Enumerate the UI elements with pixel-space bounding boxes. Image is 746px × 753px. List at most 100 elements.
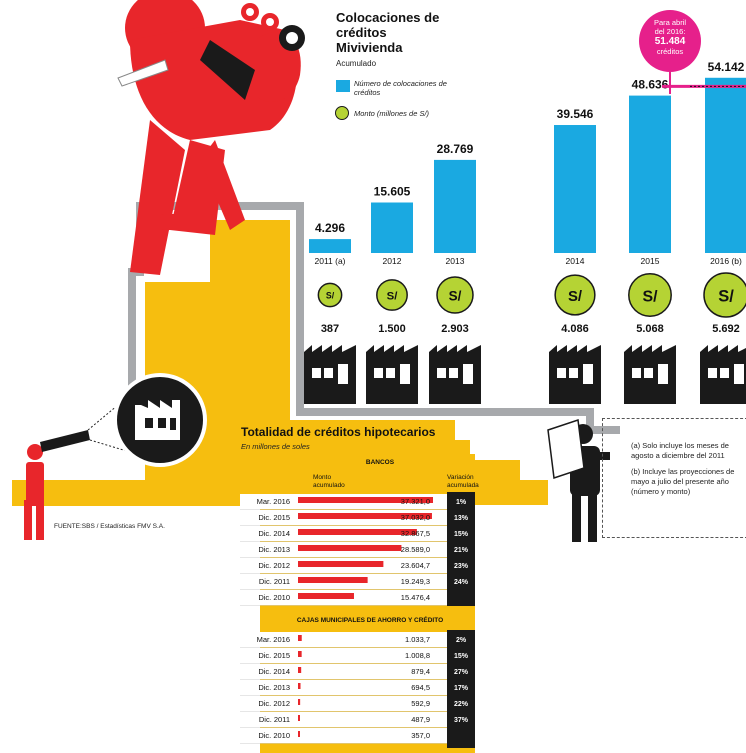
col-amount-header: Monto [313,474,331,481]
chart-subtitle: Acumulado [336,59,377,68]
factory-window [170,418,176,430]
row-variation: 23% [454,563,469,570]
row-period: Dic. 2015 [258,651,290,660]
year-label: 2014 [566,256,585,266]
source-text: FUENTE:SBS / Estadísticas FMV S.A. [54,523,165,530]
group-title: BANCOS [366,459,395,466]
house-window [374,368,383,378]
amount-bar [298,529,417,535]
house-door [400,364,410,384]
telescope-icon [40,430,90,452]
red-man-paper [117,59,169,87]
var-column-bg [447,492,475,606]
year-label: 2016 (b) [710,256,742,266]
house-door [734,364,744,384]
row-variation: 37% [454,717,469,724]
coin-symbol: S/ [568,289,582,305]
amount-bar [298,577,368,583]
count-label: 54.142 [708,60,745,74]
row-variation: 2% [456,637,467,644]
row-variation: 21% [454,547,469,554]
row-variation: 15% [454,531,469,538]
legend-amount-swatch [335,106,349,120]
amount-bar [298,699,301,705]
row-amount: 592,9 [411,699,430,708]
count-bar [705,77,746,254]
binoculars-icon [241,3,305,51]
var-column-bg [447,630,475,748]
red-man-figure [125,0,301,275]
small-red-person [24,444,44,540]
table-row [240,648,447,663]
amount-bar [298,593,354,599]
amount-coin [703,272,746,318]
callout-stem [669,72,671,94]
amount-label: 5.068 [636,323,664,335]
amount-bar [298,513,432,519]
row-variation: 17% [454,685,469,692]
amount-bar [298,651,302,657]
row-amount: 32.867,5 [401,529,430,538]
amount-bar [298,635,302,641]
house-window [632,368,641,378]
count-bar [434,159,476,253]
row-variation: 1% [456,499,467,506]
house-window [644,368,653,378]
amount-coin [317,282,343,308]
amount-bar [298,683,301,689]
table-row [240,712,447,727]
amount-bar [298,715,300,721]
house-window [437,368,446,378]
house-door [583,364,593,384]
coin-symbol: S/ [642,288,658,305]
amount-label: 1.500 [378,323,406,335]
row-variation: 27% [454,669,469,676]
row-period: Mar. 2016 [257,497,290,506]
row-period: Dic. 2012 [258,699,290,708]
coin-symbol: S/ [387,291,399,303]
row-amount: 37.321,0 [401,497,430,506]
amount-bar [298,731,300,737]
house-door [658,364,668,384]
col-var-header: Variación [447,474,474,481]
callout-value: 51.484 [654,36,686,47]
count-bar [629,95,671,253]
factory-icon [135,400,180,440]
row-period: Dic. 2014 [258,667,290,676]
group-title: CAJAS MUNICIPALES DE AHORRO Y CRÉDITO [297,615,443,624]
callout-line1: Para abril [653,18,687,27]
year-label: 2012 [383,256,402,266]
row-amount: 28.589,0 [401,545,430,554]
year-label: 2011 (a) [314,256,345,266]
table-subtitle: En millones de soles [241,442,310,451]
note-a: (a) Solo incluye los meses de agosto a d… [631,441,729,460]
row-period: Dic. 2010 [258,731,290,740]
amount-bar [298,667,302,673]
table-row [240,664,447,679]
amount-coin [436,276,474,314]
chart-title: Colocaciones de créditos Mivivienda [336,10,440,55]
house-window [312,368,321,378]
row-period: Dic. 2010 [258,593,290,602]
row-amount: 1.033,7 [405,635,430,644]
factory-window [158,418,166,428]
row-amount: 357,0 [411,731,430,740]
count-label: 39.546 [557,107,594,121]
amount-label: 4.086 [561,323,589,335]
amount-bar [298,497,433,503]
amount-bar [298,545,402,551]
house-window [386,368,395,378]
count-bar [554,125,596,253]
row-period: Dic. 2011 [259,715,290,724]
amount-bar [298,561,384,567]
count-label: 48.636 [632,78,669,92]
row-period: Dic. 2013 [258,545,290,554]
table-row [240,632,447,647]
yellow-floor [12,480,252,506]
year-label: 2015 [641,256,660,266]
amount-label: 5.692 [712,323,740,335]
board-icon [547,418,585,480]
house-door [338,364,348,384]
table-row [240,680,447,695]
